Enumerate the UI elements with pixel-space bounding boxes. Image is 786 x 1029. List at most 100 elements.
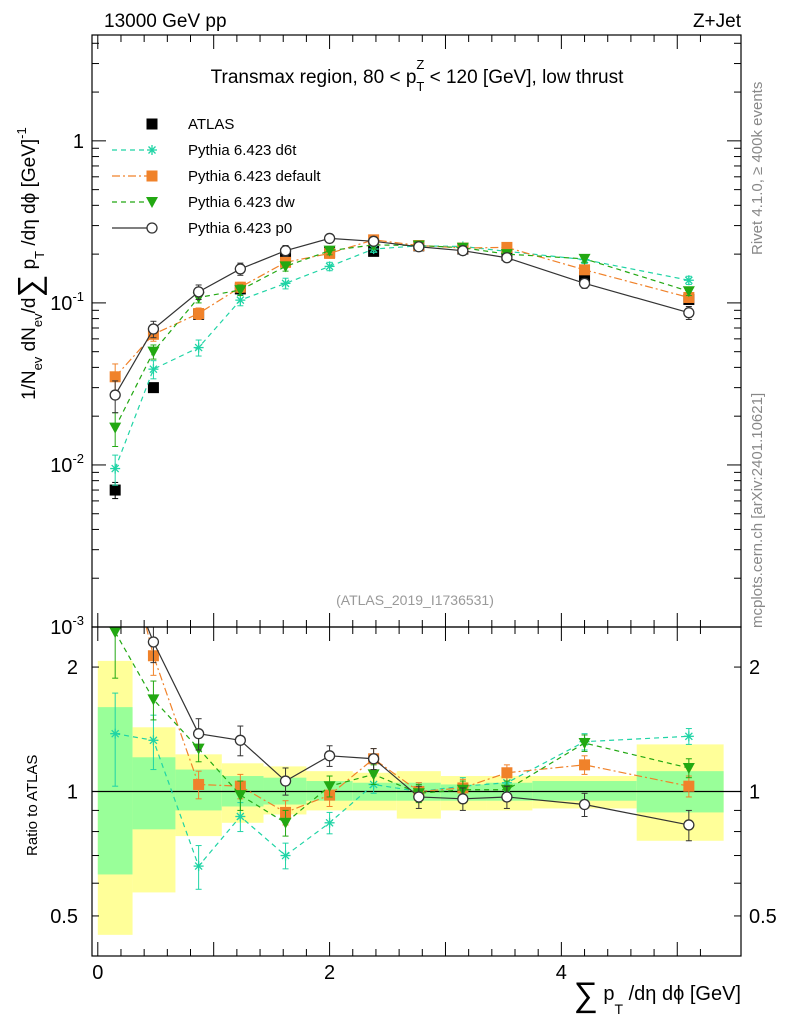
legend-item-2: Pythia 6.423 default bbox=[112, 168, 321, 185]
ratio-point bbox=[367, 769, 380, 781]
main-point bbox=[683, 275, 694, 286]
ratio-point bbox=[683, 780, 695, 792]
main-point bbox=[110, 463, 121, 474]
main-y-tick-exponent: -1 bbox=[72, 289, 84, 304]
ratio-point bbox=[579, 759, 591, 771]
x-tick-label: 4 bbox=[556, 962, 567, 984]
main-series-2 bbox=[109, 234, 695, 393]
ratio-series-line-2 bbox=[114, 631, 689, 824]
main-point bbox=[192, 286, 205, 298]
ratio-point bbox=[501, 791, 513, 803]
main-series-line-3 bbox=[114, 244, 690, 428]
legend-marker bbox=[146, 170, 158, 182]
legend-item-0: ATLAS bbox=[146, 116, 234, 133]
legend-label: Pythia 6.423 p0 bbox=[188, 220, 292, 237]
ratio-point bbox=[110, 728, 121, 739]
main-y-tick-base: 1 bbox=[73, 131, 84, 153]
legend-label: Pythia 6.423 d6t bbox=[188, 142, 297, 159]
main-series-line-1 bbox=[114, 245, 689, 469]
main-y-tick-base: 10 bbox=[50, 293, 72, 315]
main-point bbox=[413, 241, 425, 253]
ratio-y-tick-label-right: 1 bbox=[749, 782, 760, 804]
ratio-point bbox=[193, 778, 205, 790]
main-point bbox=[234, 285, 247, 297]
ratio-point bbox=[323, 750, 336, 762]
ratio-point bbox=[279, 817, 292, 829]
ratio-point bbox=[323, 781, 336, 793]
legend: ATLAS Pythia 6.423 d6t Pythia 6.423 defaul… bbox=[112, 116, 321, 237]
mcplots-label: mcplots.cern.ch [arXiv:2401.10621] bbox=[749, 393, 766, 628]
main-point bbox=[280, 278, 291, 289]
ratio-point bbox=[279, 775, 292, 787]
legend-marker bbox=[146, 118, 158, 130]
main-point bbox=[109, 422, 122, 434]
main-point bbox=[457, 245, 469, 257]
main-point bbox=[578, 253, 591, 265]
ratio-series-line-1 bbox=[145, 627, 689, 814]
main-series-1 bbox=[110, 240, 694, 486]
legend-label: Pythia 6.423 dw bbox=[188, 194, 295, 211]
ratio-point bbox=[234, 734, 246, 746]
main-series-layer bbox=[109, 232, 695, 500]
main-point bbox=[279, 261, 292, 273]
ratio-series-2 bbox=[109, 627, 695, 837]
main-point bbox=[147, 382, 159, 394]
main-point bbox=[367, 235, 380, 247]
ratio-point bbox=[501, 767, 513, 779]
analysis-watermark: (ATLAS_2019_I1736531) bbox=[336, 592, 494, 608]
legend-marker bbox=[147, 145, 157, 155]
main-point bbox=[279, 245, 292, 257]
ratio-point bbox=[147, 694, 160, 706]
legend-label: Pythia 6.423 default bbox=[188, 168, 321, 185]
ratio-y-tick-label-left: 1 bbox=[67, 782, 78, 804]
main-point bbox=[147, 346, 160, 358]
ratio-point bbox=[682, 762, 695, 774]
main-point bbox=[109, 371, 121, 383]
ratio-point bbox=[683, 731, 694, 742]
ratio-point bbox=[193, 861, 204, 872]
main-point bbox=[147, 323, 160, 335]
main-point bbox=[501, 241, 513, 253]
main-series-0 bbox=[109, 240, 695, 500]
ratio-point bbox=[578, 798, 591, 811]
ratio-y-tick-label-right: 0.5 bbox=[749, 906, 777, 928]
main-y-tick-base: 10 bbox=[50, 455, 72, 477]
main-series-line-2 bbox=[114, 239, 690, 378]
main-point bbox=[193, 308, 205, 320]
ratio-point bbox=[192, 728, 205, 740]
main-series-line-4 bbox=[114, 237, 690, 396]
main-point bbox=[235, 295, 246, 306]
ratio-point bbox=[413, 791, 425, 803]
main-point bbox=[683, 291, 695, 303]
main-point bbox=[148, 364, 159, 375]
x-tick-label: 2 bbox=[324, 962, 335, 984]
ratio-series-3 bbox=[146, 627, 695, 842]
ratio-y-tick-label-right: 2 bbox=[749, 657, 760, 679]
ratio-band-green bbox=[132, 757, 176, 830]
main-point bbox=[682, 286, 695, 298]
main-y-tick-label: 10-1 bbox=[50, 289, 84, 315]
ratio-point bbox=[235, 811, 246, 822]
legend-item-3: Pythia 6.423 dw bbox=[112, 194, 295, 211]
main-point bbox=[109, 389, 121, 401]
main-point bbox=[683, 307, 695, 319]
ratio-band-green bbox=[532, 781, 637, 801]
main-point bbox=[579, 271, 591, 283]
main-point bbox=[193, 342, 204, 353]
main-point bbox=[324, 261, 335, 272]
energy-label: 13000 GeV pp bbox=[104, 11, 227, 32]
x-axis-label: ∑ pT /dη dϕ [GeV] bbox=[574, 976, 741, 1017]
main-series-3 bbox=[109, 239, 695, 447]
ratio-point bbox=[367, 753, 380, 765]
main-point bbox=[578, 277, 591, 290]
main-point bbox=[501, 252, 513, 264]
main-point bbox=[323, 232, 336, 245]
axes-layer: 110-110-210-30.5 0.51 12 20 2 4 bbox=[50, 34, 777, 984]
main-point bbox=[234, 263, 246, 275]
ratio-point bbox=[324, 817, 335, 828]
ratio-y-tick-label-left: 0.5 bbox=[50, 906, 78, 928]
main-series-4 bbox=[109, 232, 695, 414]
ratio-series-line-0 bbox=[115, 733, 689, 868]
main-plot-title: Transmax region, 80 < pTZ < 120 [GeV], l… bbox=[211, 57, 624, 94]
